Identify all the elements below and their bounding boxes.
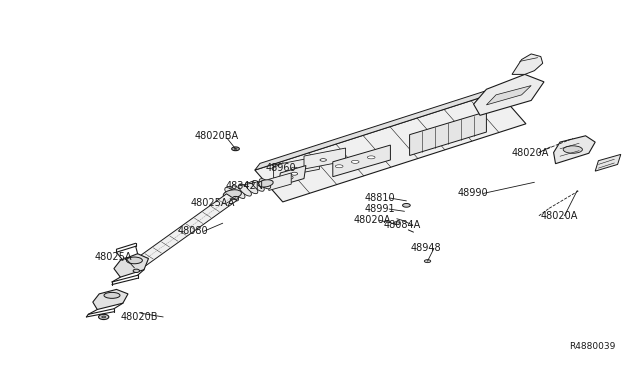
Text: 48991: 48991: [365, 204, 396, 214]
Text: R4880039: R4880039: [570, 342, 616, 351]
Text: 48020A: 48020A: [541, 211, 578, 221]
Ellipse shape: [102, 316, 106, 318]
Text: 48025AA: 48025AA: [191, 198, 235, 208]
Ellipse shape: [232, 147, 239, 151]
Text: 48080: 48080: [178, 227, 209, 236]
Ellipse shape: [252, 180, 264, 191]
Ellipse shape: [225, 187, 239, 201]
Text: 48084A: 48084A: [384, 220, 421, 230]
Polygon shape: [278, 166, 306, 186]
Ellipse shape: [104, 292, 120, 298]
Polygon shape: [595, 154, 621, 171]
Ellipse shape: [403, 203, 410, 207]
Polygon shape: [474, 74, 544, 115]
Text: 48990: 48990: [458, 189, 488, 198]
Text: 48020A: 48020A: [353, 215, 390, 225]
Polygon shape: [554, 136, 595, 164]
Ellipse shape: [233, 196, 238, 199]
Ellipse shape: [234, 148, 237, 150]
Ellipse shape: [246, 182, 258, 194]
Ellipse shape: [99, 314, 109, 320]
Ellipse shape: [424, 260, 431, 263]
Ellipse shape: [563, 146, 582, 153]
Polygon shape: [333, 145, 390, 177]
Ellipse shape: [291, 167, 298, 170]
Ellipse shape: [133, 269, 140, 272]
Text: 48342N: 48342N: [225, 181, 264, 191]
Polygon shape: [93, 289, 128, 310]
Text: 48810: 48810: [365, 193, 396, 203]
Ellipse shape: [232, 186, 245, 199]
Polygon shape: [255, 92, 526, 202]
Polygon shape: [136, 194, 237, 266]
Text: 48960: 48960: [266, 163, 296, 173]
Polygon shape: [512, 54, 543, 74]
Ellipse shape: [258, 180, 273, 187]
Ellipse shape: [351, 160, 359, 163]
Text: 48948: 48948: [411, 244, 442, 253]
Ellipse shape: [367, 156, 375, 159]
Ellipse shape: [291, 172, 298, 175]
Ellipse shape: [127, 257, 143, 264]
Ellipse shape: [320, 158, 326, 161]
Text: 48020BA: 48020BA: [195, 131, 238, 141]
Ellipse shape: [239, 184, 252, 196]
Polygon shape: [410, 112, 486, 155]
Ellipse shape: [223, 190, 241, 199]
Ellipse shape: [335, 165, 343, 168]
Polygon shape: [486, 86, 531, 105]
Polygon shape: [304, 148, 346, 169]
Text: 48020A: 48020A: [512, 148, 549, 157]
Ellipse shape: [394, 222, 400, 225]
Polygon shape: [114, 254, 148, 277]
Ellipse shape: [285, 176, 293, 179]
Polygon shape: [255, 85, 503, 170]
Text: 48025A: 48025A: [95, 253, 132, 262]
Polygon shape: [269, 173, 291, 190]
Ellipse shape: [259, 179, 271, 189]
Text: 48020B: 48020B: [120, 312, 158, 322]
Polygon shape: [274, 156, 319, 178]
